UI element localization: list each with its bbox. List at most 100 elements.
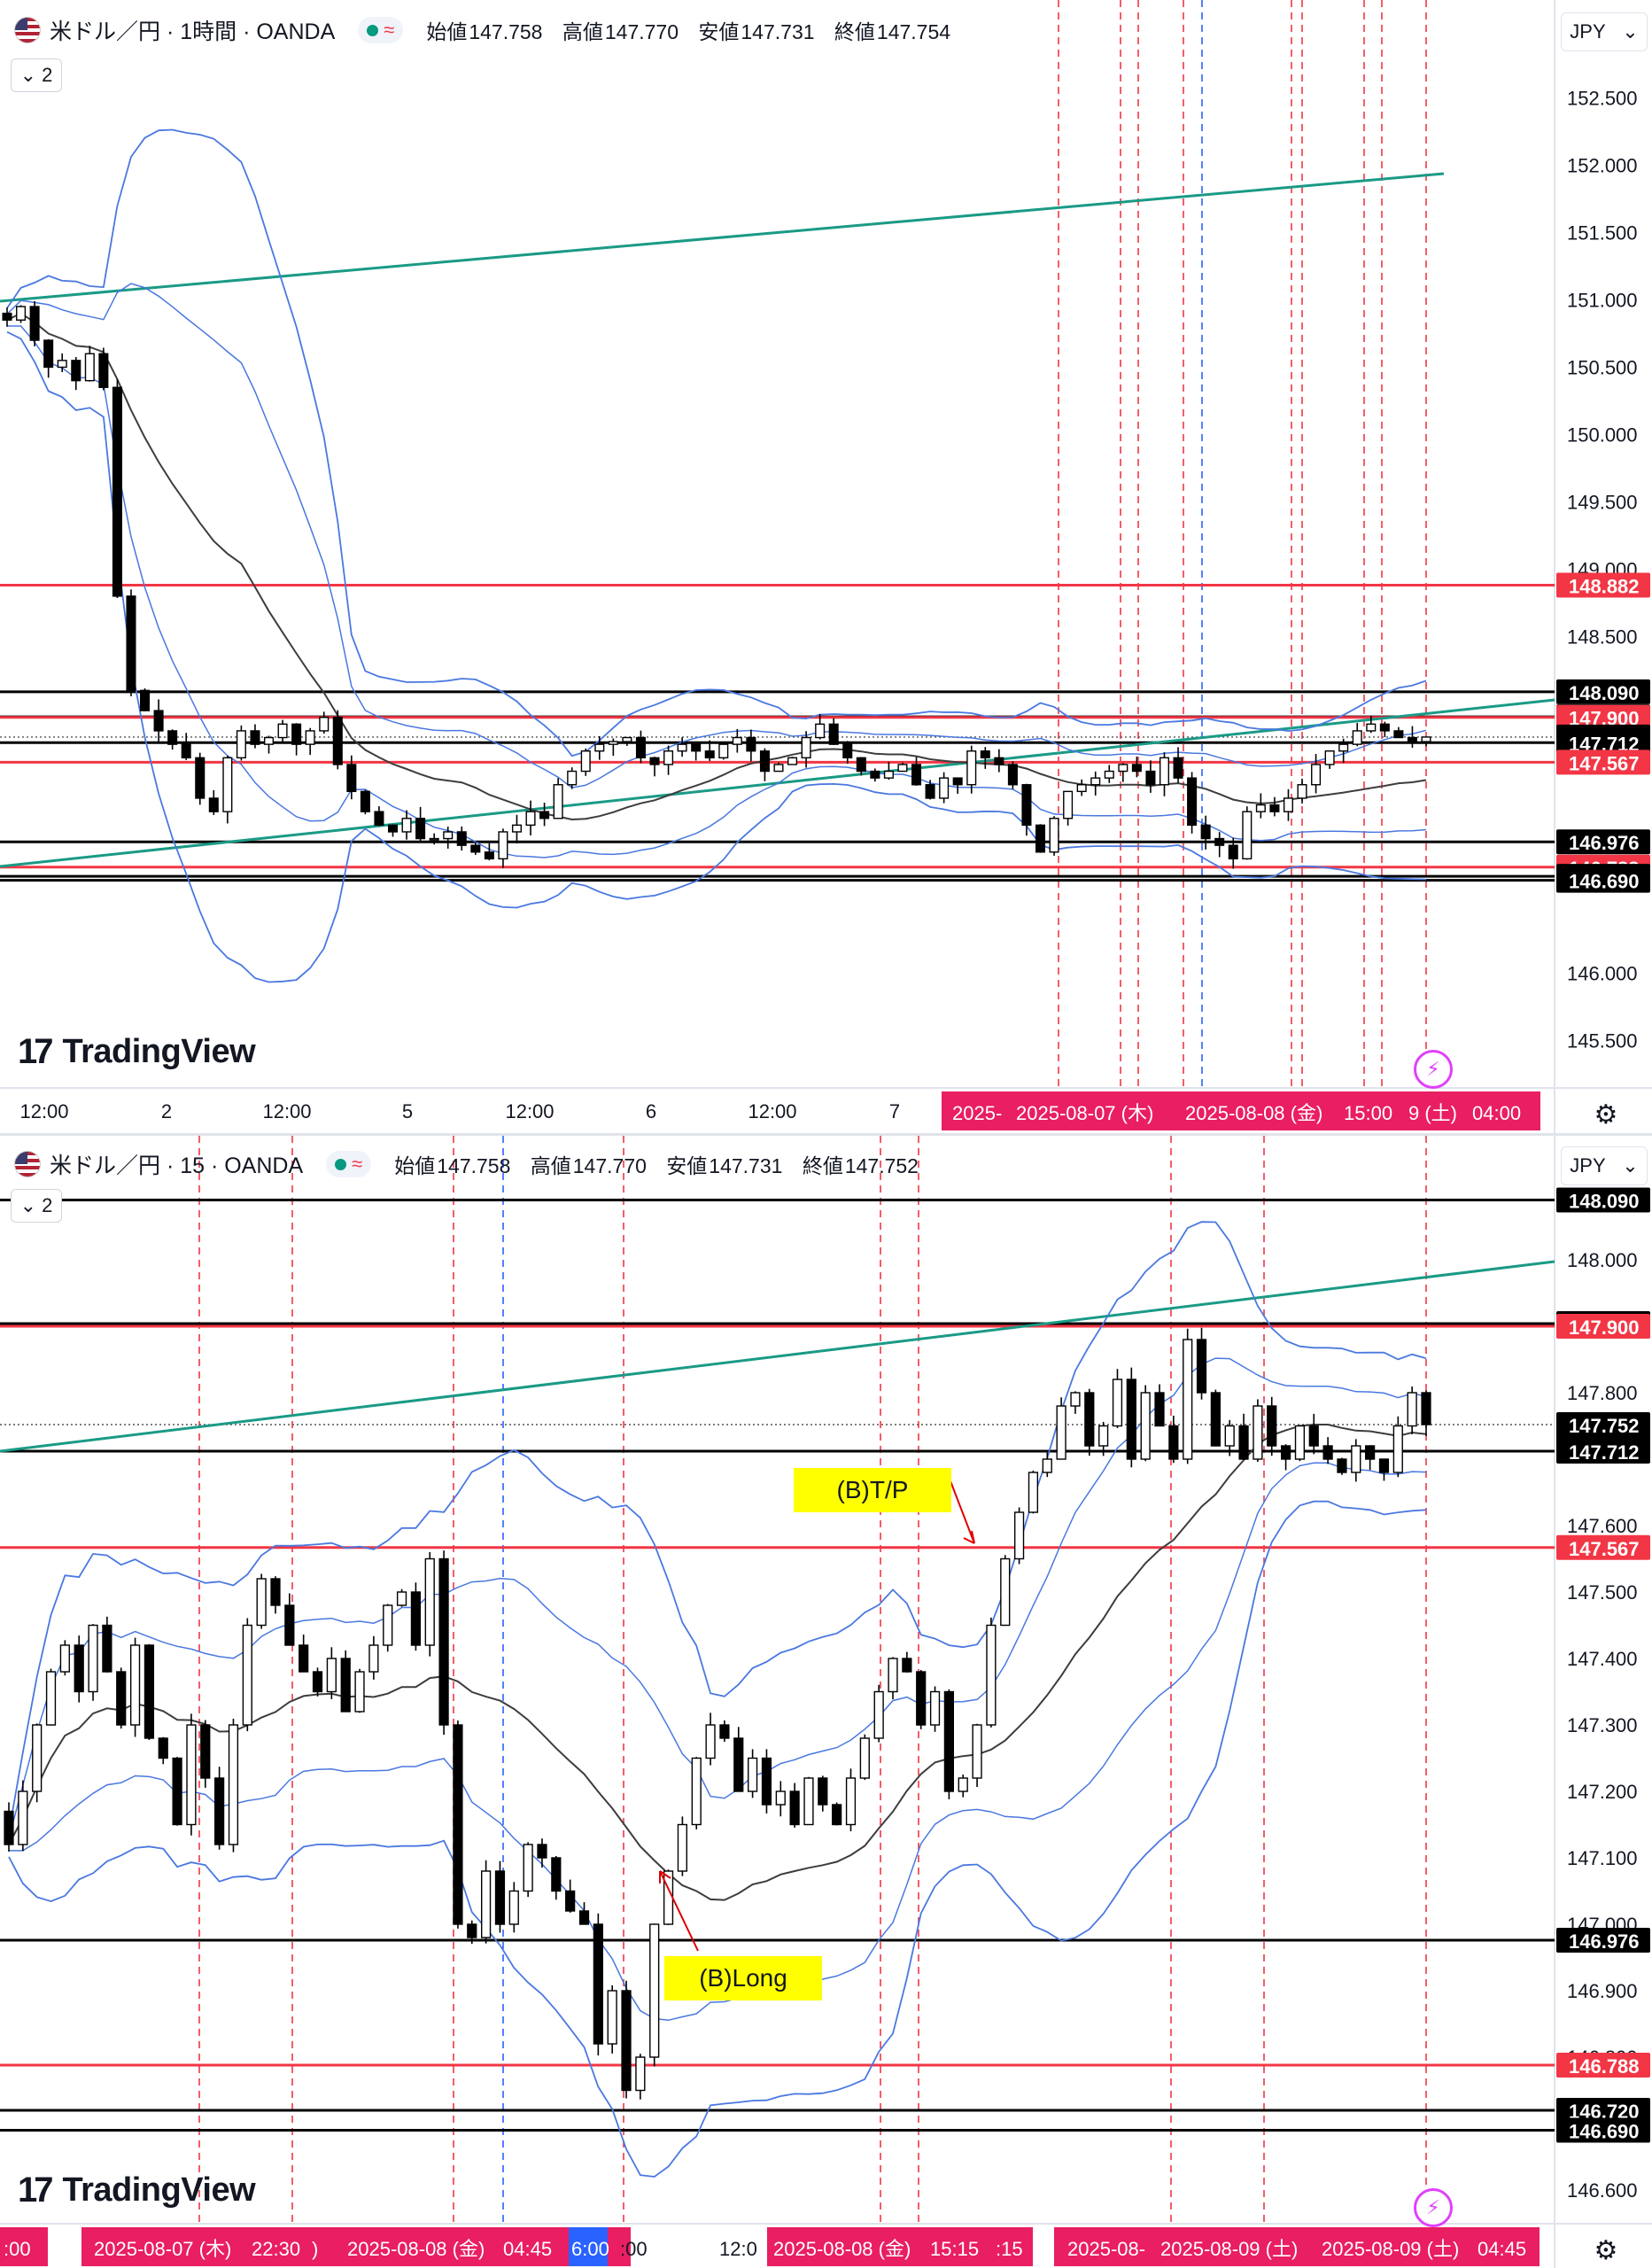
candle-body bbox=[1154, 1392, 1165, 1427]
low-value: 147.731 bbox=[709, 1154, 783, 1177]
candle-body bbox=[732, 736, 742, 745]
candle-body bbox=[415, 818, 426, 840]
low-label: 安値 bbox=[666, 1154, 708, 1177]
candle-body bbox=[1098, 1425, 1109, 1447]
candle-body bbox=[803, 1777, 814, 1826]
candle-body bbox=[801, 736, 811, 759]
pane-separator[interactable] bbox=[0, 1133, 1652, 1136]
candle-body bbox=[523, 1844, 533, 1892]
candle-body bbox=[663, 750, 674, 765]
candle-body bbox=[856, 757, 866, 773]
candle-body bbox=[1056, 1405, 1066, 1460]
symbol-title[interactable]: 米ドル／円 · 15 · OANDA bbox=[50, 1153, 304, 1178]
price-badge-text: 147.567 bbox=[1569, 1538, 1640, 1560]
candle-body bbox=[1308, 1425, 1319, 1447]
time-range-badge bbox=[1054, 2227, 1540, 2266]
price-badge-bg bbox=[1556, 730, 1650, 756]
candle-body bbox=[1035, 824, 1046, 853]
candle-body bbox=[1131, 764, 1142, 773]
lightning-icon[interactable]: ⚡ bbox=[1414, 1050, 1453, 1089]
candle-body bbox=[360, 790, 370, 812]
high-value: 147.770 bbox=[572, 1154, 647, 1177]
price-badge-text: 147.567 bbox=[1569, 752, 1640, 774]
candle-body bbox=[704, 750, 715, 759]
annotation-tp[interactable]: (B)T/P bbox=[794, 1468, 951, 1512]
candle-body bbox=[719, 1724, 730, 1739]
candle-body bbox=[228, 1724, 239, 1845]
candle-body bbox=[1294, 1425, 1306, 1460]
symbol-title[interactable]: 米ドル／円 · 1時間 · OANDA bbox=[50, 19, 336, 44]
candle-body bbox=[1084, 1392, 1095, 1447]
candle-body bbox=[1049, 818, 1059, 853]
market-status-icon[interactable]: ≈ bbox=[358, 17, 404, 43]
candle-body bbox=[897, 764, 908, 773]
annotation-arrowhead bbox=[963, 1530, 975, 1544]
time-tick-label: 7 bbox=[889, 1100, 900, 1122]
ohlc-values: 始値147.758 高値147.770 安値147.731 終値147.752 bbox=[394, 1149, 933, 1179]
market-open-dot-icon bbox=[335, 1158, 347, 1170]
wave-icon: ≈ bbox=[384, 19, 395, 41]
indicators-toggle-button[interactable]: ⌄ 2 bbox=[11, 1189, 62, 1223]
candle-body bbox=[277, 723, 288, 739]
tradingview-logo: 17 TradingView bbox=[18, 2171, 256, 2210]
candle-body bbox=[1421, 1392, 1431, 1425]
indicators-toggle-button[interactable]: ⌄ 2 bbox=[11, 58, 62, 92]
candle-body bbox=[1365, 1445, 1376, 1460]
price-badge-text: 147.900 bbox=[1569, 1317, 1640, 1339]
candle-body bbox=[1322, 1445, 1333, 1460]
lightning-icon[interactable]: ⚡ bbox=[1414, 2188, 1453, 2227]
candle-body bbox=[140, 689, 151, 711]
candle-body bbox=[263, 736, 275, 745]
currency-label: JPY bbox=[1570, 1154, 1606, 1177]
currency-select[interactable]: JPY ⌄ bbox=[1561, 1146, 1648, 1185]
candle-body bbox=[291, 723, 302, 745]
price-tick-label: 147.400 bbox=[1567, 1648, 1638, 1670]
chart-canvas-1h[interactable]: 152.500 152.000 151.500 151.000 150.500 150.0… bbox=[0, 0, 1652, 1134]
market-status-icon[interactable]: ≈ bbox=[326, 1151, 372, 1177]
time-badge-text: 2025-08-09 (土) bbox=[1160, 2238, 1298, 2260]
candle-body bbox=[1112, 1379, 1123, 1427]
candle-body bbox=[1407, 1392, 1417, 1427]
candle-body bbox=[537, 1844, 547, 1859]
candle-body bbox=[1028, 1472, 1039, 1513]
candle-body bbox=[1140, 1392, 1151, 1460]
open-label: 始値 bbox=[426, 20, 468, 43]
candle-body bbox=[374, 811, 384, 827]
annotation-arrow bbox=[947, 1473, 975, 1544]
price-tick-label: 147.200 bbox=[1567, 1781, 1638, 1803]
time-badge-text: 9 (土) bbox=[1408, 1102, 1457, 1124]
price-badge-bg bbox=[1556, 2117, 1650, 2143]
candle-body bbox=[195, 757, 206, 799]
candle-body bbox=[691, 1757, 702, 1826]
trendline bbox=[0, 1260, 1555, 1453]
usd-flag-icon bbox=[14, 1151, 41, 1177]
usd-flag-icon bbox=[14, 17, 41, 43]
candle-body bbox=[1324, 750, 1335, 765]
annotation-long[interactable]: (B)Long bbox=[664, 1956, 822, 2000]
price-badge: 146.788 bbox=[1556, 2053, 1650, 2078]
low-label: 安値 bbox=[698, 20, 740, 43]
chevron-down-icon: ⌄ bbox=[1622, 20, 1639, 43]
candle-body bbox=[71, 360, 81, 382]
open-value: 147.758 bbox=[437, 1154, 511, 1177]
chart-legend-15m: 米ドル／円 · 15 · OANDA ≈ 始値147.758 高値147.770… bbox=[14, 1146, 933, 1182]
candle-body bbox=[1145, 770, 1156, 786]
chart-pane-15m[interactable]: 148.000 147.800 147.600 147.500 147.400 147.3… bbox=[0, 1136, 1652, 2268]
price-badge: 147.567 bbox=[1556, 750, 1650, 775]
price-badge-bg bbox=[1556, 679, 1650, 704]
gear-icon[interactable]: ⚙ bbox=[1594, 1099, 1618, 1130]
chart-canvas-15m[interactable]: 148.000 147.800 147.600 147.500 147.400 147.3… bbox=[0, 1136, 1652, 2268]
currency-select[interactable]: JPY ⌄ bbox=[1561, 12, 1648, 51]
chart-legend-1h: 米ドル／円 · 1時間 · OANDA ≈ 始値147.758 高値147.77… bbox=[14, 12, 965, 48]
candle-body bbox=[859, 1737, 870, 1779]
candle-body bbox=[539, 811, 550, 819]
time-tick-label: 12:00 bbox=[748, 1100, 796, 1122]
candle-body bbox=[16, 306, 27, 321]
candle-body bbox=[305, 730, 315, 745]
gear-icon[interactable]: ⚙ bbox=[1594, 2235, 1618, 2265]
price-badge-bg bbox=[1556, 704, 1650, 730]
candle-body bbox=[326, 1658, 337, 1693]
candle-body bbox=[972, 1724, 982, 1779]
chart-pane-1h[interactable]: 152.500 152.000 151.500 151.000 150.500 150.0… bbox=[0, 0, 1652, 1134]
candle-body bbox=[635, 2056, 646, 2092]
